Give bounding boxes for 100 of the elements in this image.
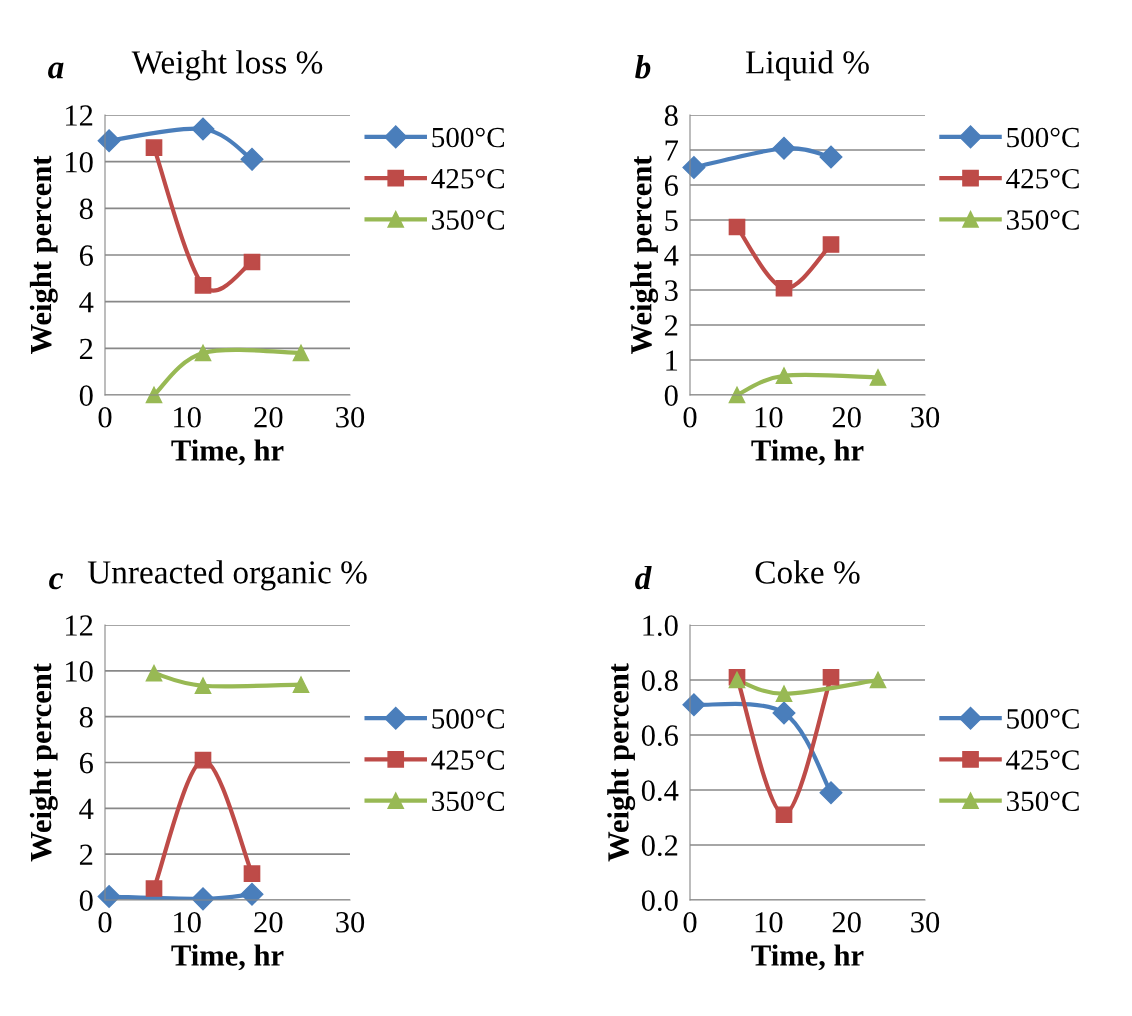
y-tick-label: 0.6: [641, 725, 678, 747]
y-tick-label: 10: [66, 151, 93, 173]
legend-label: 425°C: [1006, 750, 1079, 770]
y-tick-label: 0.0: [641, 890, 678, 912]
y-tick-label: 0.8: [641, 670, 678, 692]
y-tick-label: 12: [66, 615, 93, 636]
text: d: [635, 565, 652, 590]
point: [194, 276, 212, 294]
point: [292, 676, 310, 693]
y-tick-label: 6: [79, 245, 93, 266]
y-tick-label: 0.4: [641, 780, 679, 802]
text: a: [48, 62, 64, 79]
point: [243, 253, 261, 271]
x-axis-title: Time, hr: [171, 944, 284, 971]
legend-label: 425°C: [431, 168, 504, 189]
chart-title: Liquid %: [745, 50, 869, 81]
point: [775, 279, 793, 297]
x-tick-label: 10: [755, 406, 783, 428]
y-tick-label: 1.0: [643, 615, 678, 637]
point: [292, 344, 310, 362]
y-tick-label: 7: [665, 140, 679, 161]
y-axis-title: Weight percent: [29, 663, 58, 862]
point: [728, 218, 746, 236]
legend-label: 350°C: [432, 210, 504, 230]
x-axis-title: Time, hr: [171, 439, 284, 466]
x-axis-title: Time, hr: [751, 439, 864, 466]
y-tick-label: 8: [79, 706, 93, 728]
x-tick-label: 20: [254, 911, 283, 933]
point: [869, 369, 887, 386]
x-tick-label: 0: [683, 406, 697, 428]
point: [243, 865, 261, 882]
legend-label: 425°C: [1006, 168, 1079, 189]
y-tick-label: 0: [664, 385, 678, 406]
x-tick-label: 30: [336, 911, 365, 933]
x-tick-label: 10: [174, 911, 201, 933]
y-tick-label: 8: [664, 105, 678, 126]
x-tick-label: 20: [832, 406, 861, 428]
y-tick-label: 6: [79, 752, 93, 774]
point: [772, 701, 796, 725]
y-tick-label: 4: [664, 245, 679, 266]
point: [145, 880, 163, 897]
point: [240, 147, 264, 171]
x-tick-label: 20: [832, 911, 861, 933]
y-tick-label: 8: [79, 198, 93, 220]
point: [682, 156, 706, 179]
y-tick-label: 6: [664, 175, 678, 196]
y-tick-label: 4: [79, 292, 94, 313]
legend-label: 500°C: [432, 709, 504, 729]
point: [191, 117, 215, 141]
legend-label: 500°C: [1007, 127, 1079, 148]
point: [822, 236, 840, 253]
point: [97, 129, 121, 153]
chart-title: Coke %: [755, 560, 860, 584]
point: [145, 139, 163, 157]
y-axis-title: Weight percent: [29, 155, 58, 355]
legend-label: 350°C: [432, 791, 504, 812]
chart-title: Unreacted organic %: [87, 560, 367, 591]
x-tick-label: 0: [683, 911, 697, 933]
point: [819, 781, 843, 805]
point: [145, 664, 163, 682]
y-tick-label: 0.2: [641, 835, 678, 857]
y-tick-label: 12: [66, 105, 93, 126]
legend-label: 350°C: [1006, 210, 1079, 230]
point: [822, 668, 840, 686]
x-tick-label: 0: [98, 911, 112, 933]
chart-title: Weight loss %: [131, 50, 323, 81]
point: [819, 145, 843, 169]
point: [775, 806, 793, 824]
y-tick-label: 0: [79, 890, 93, 911]
y-tick-label: 0: [79, 385, 93, 406]
y-tick-label: 3: [665, 280, 678, 301]
point: [869, 671, 887, 689]
x-tick-label: 30: [911, 406, 940, 428]
y-tick-label: 2: [664, 315, 678, 336]
x-tick-label: 20: [254, 406, 283, 428]
text: b: [635, 55, 651, 79]
y-axis-title: Weight percent: [607, 663, 636, 862]
point: [772, 136, 796, 160]
legend-label: 425°C: [431, 750, 504, 770]
point: [194, 677, 212, 695]
x-tick-label: 0: [98, 406, 112, 428]
x-tick-label: 10: [174, 406, 201, 428]
y-axis-title: Weight percent: [630, 155, 659, 355]
legend-label: 500°C: [1007, 709, 1079, 729]
x-tick-label: 10: [755, 911, 783, 933]
point: [194, 344, 212, 362]
point: [240, 882, 264, 906]
y-tick-label: 4: [79, 798, 94, 819]
x-tick-label: 30: [336, 406, 365, 428]
y-tick-label: 10: [66, 661, 93, 682]
y-tick-label: 5: [665, 210, 678, 231]
legend-label: 350°C: [1006, 791, 1079, 812]
y-tick-label: 1: [666, 350, 678, 371]
x-tick-label: 30: [911, 911, 940, 933]
y-tick-label: 2: [79, 338, 93, 359]
legend-label: 500°C: [432, 127, 504, 148]
point: [775, 367, 793, 385]
x-axis-title: Time, hr: [751, 944, 864, 971]
point: [775, 685, 793, 703]
text: c: [49, 573, 63, 590]
